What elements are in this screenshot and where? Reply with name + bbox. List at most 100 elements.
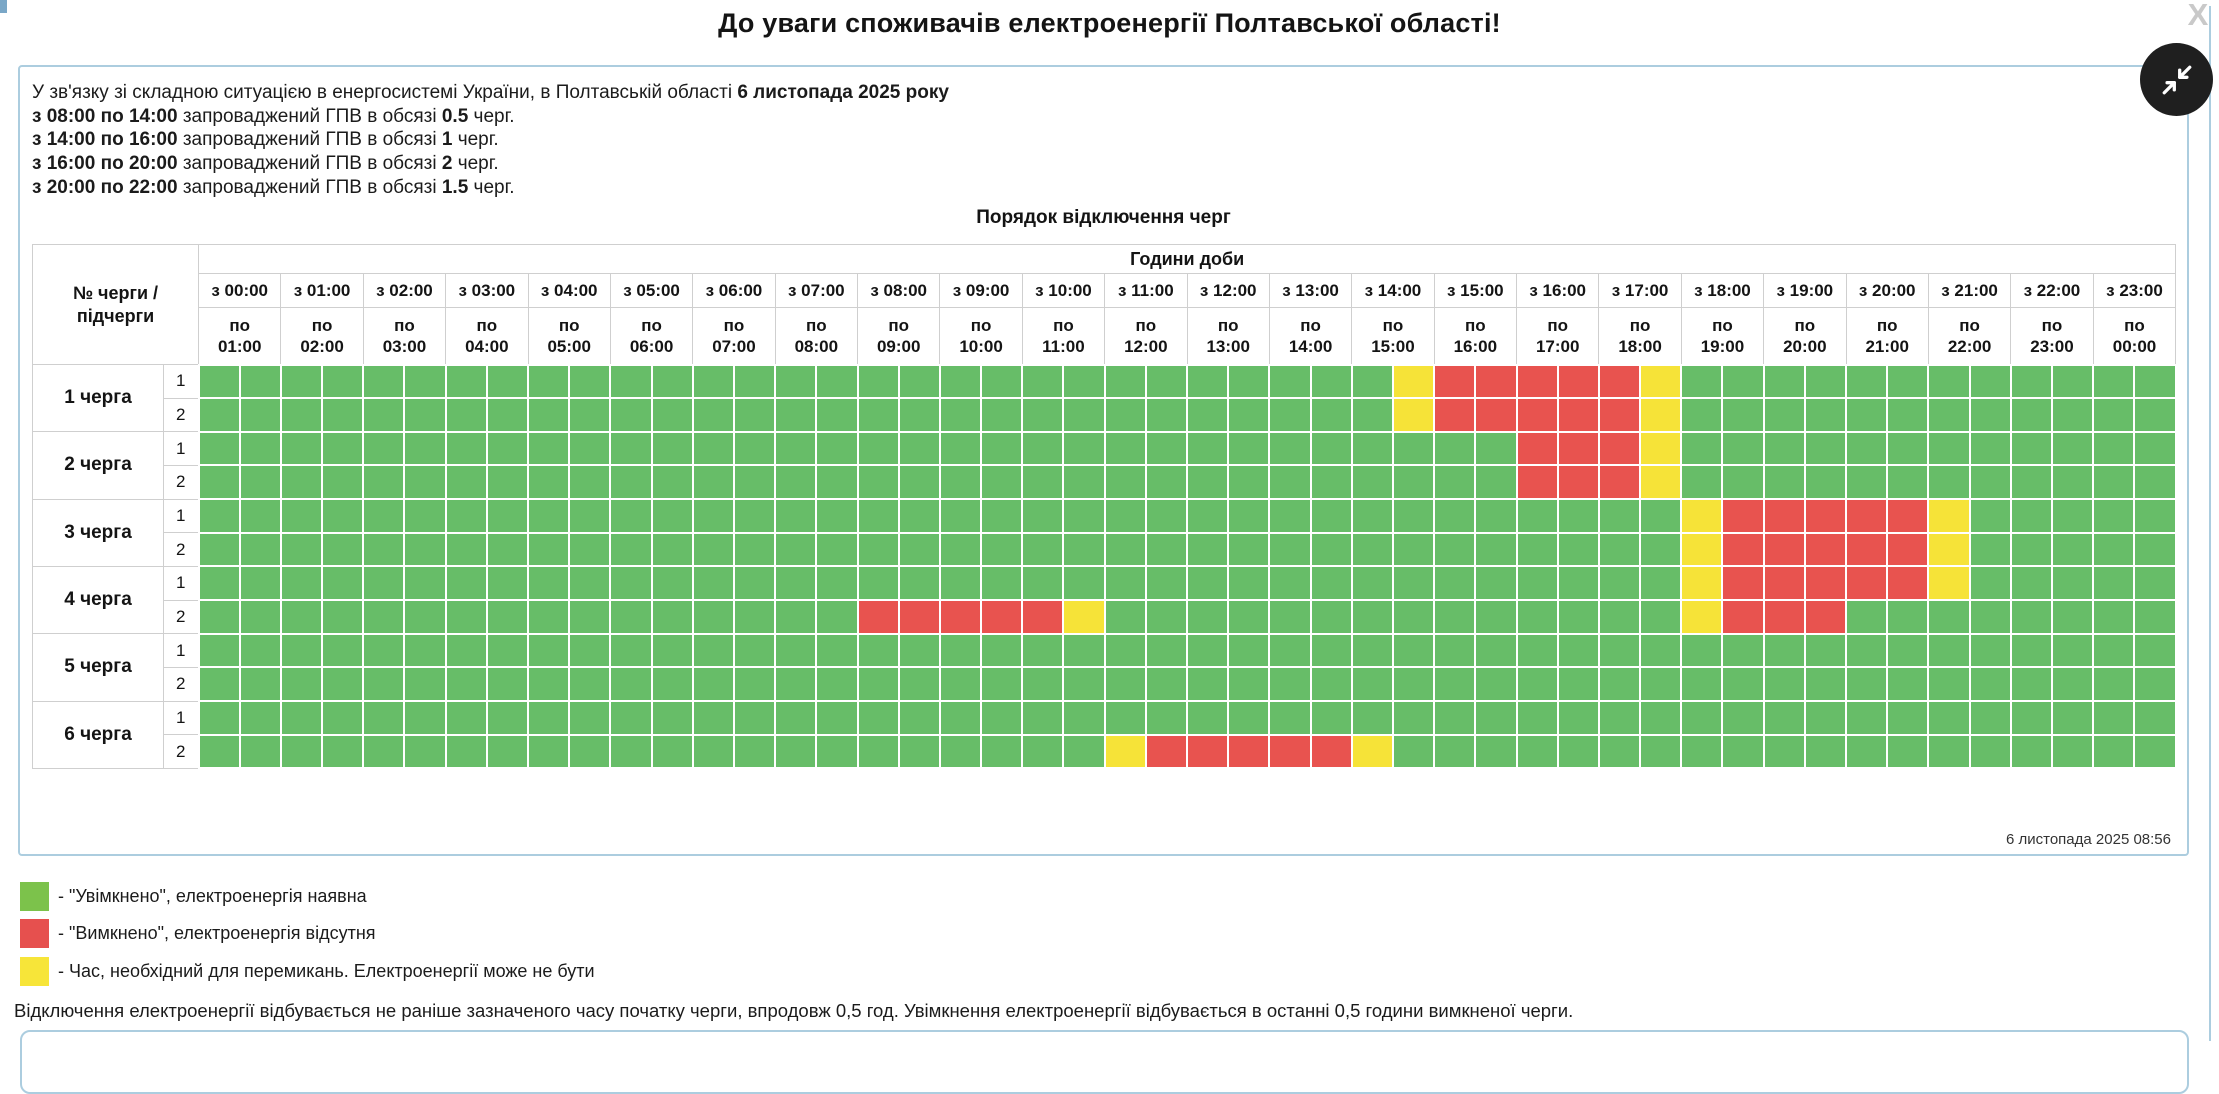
- hour-to-word: по: [311, 315, 333, 335]
- slot-on: [691, 430, 735, 467]
- hour-to-header: по 23:00: [2010, 307, 2094, 365]
- slot-on: [526, 632, 571, 669]
- slot-off: [1721, 565, 1765, 602]
- hour-to-header: по 14:00: [1268, 307, 1353, 365]
- slot-on: [732, 531, 777, 568]
- slot-on: [609, 733, 653, 770]
- slot-on: [1762, 397, 1806, 433]
- slot-on: [526, 599, 571, 635]
- slot-on: [1062, 363, 1106, 400]
- slot-switch: [1350, 733, 1394, 770]
- slot-off: [1515, 464, 1559, 501]
- slot-on: [1433, 666, 1477, 703]
- slot-on: [403, 498, 447, 534]
- slot-on: [1927, 700, 1971, 736]
- slot-on: [1309, 430, 1353, 467]
- slot-on: [362, 565, 406, 602]
- slot-on: [1021, 464, 1065, 501]
- slot-on: [321, 498, 365, 534]
- slot-on: [1844, 397, 1889, 433]
- slot-on: [1144, 397, 1189, 433]
- notice-suffix: черг.: [452, 153, 499, 175]
- hour-to-time: 12:00: [1124, 336, 1168, 356]
- slot-on: [1680, 464, 1724, 501]
- slot-on: [1968, 531, 2012, 568]
- slot-on: [1268, 363, 1312, 400]
- slot-on: [1144, 666, 1189, 703]
- slot-on: [938, 430, 983, 467]
- slot-on: [732, 565, 777, 602]
- slot-on: [1927, 397, 1971, 433]
- schedule-row: 2: [33, 666, 2177, 703]
- collapse-button[interactable]: [2140, 43, 2213, 116]
- slot-on: [2133, 363, 2177, 400]
- slot-on: [1474, 666, 1518, 703]
- slot-on: [1103, 599, 1147, 635]
- slot-on: [526, 397, 571, 433]
- hour-to-time: 01:00: [217, 336, 262, 356]
- slot-switch: [1927, 565, 1971, 602]
- hour-to-header: по 02:00: [280, 307, 364, 365]
- slot-on: [403, 565, 447, 602]
- subqueue-number: 1: [163, 700, 199, 736]
- slot-on: [1391, 565, 1436, 602]
- queue-label: 2 черга: [32, 431, 164, 500]
- slot-on: [362, 632, 406, 669]
- next-panel-edge: [20, 1030, 2189, 1094]
- slot-on: [1268, 632, 1312, 669]
- slot-on: [980, 666, 1024, 703]
- hour-to-word: по: [1629, 315, 1651, 335]
- slot-on: [1309, 700, 1353, 736]
- slot-on: [526, 363, 571, 400]
- hour-to-header: по 16:00: [1433, 307, 1518, 365]
- slot-on: [2133, 430, 2177, 467]
- slot-on: [774, 666, 818, 703]
- slot-on: [1103, 430, 1147, 467]
- hours-of-day-header: Години доби: [197, 244, 2177, 274]
- hour-to-word: по: [1712, 315, 1733, 335]
- slot-on: [238, 700, 282, 736]
- slot-on: [1103, 464, 1147, 501]
- slot-on: [774, 498, 818, 534]
- table-title: Порядок відключення черг: [976, 207, 1231, 228]
- slot-on: [897, 632, 941, 669]
- slot-on: [774, 531, 818, 568]
- slot-on: [1103, 632, 1147, 669]
- slot-on: [403, 430, 447, 467]
- queue-label: 3 черга: [32, 498, 164, 567]
- slot-on: [1350, 464, 1394, 501]
- slot-on: [485, 599, 530, 635]
- schedule-row: 2: [33, 531, 2177, 568]
- slot-on: [1762, 464, 1806, 501]
- slot-off: [938, 599, 983, 635]
- slot-on: [1391, 666, 1436, 703]
- slot-off: [1844, 498, 1889, 534]
- slot-on: [1844, 632, 1889, 669]
- slot-on: [1227, 464, 1271, 501]
- close-icon[interactable]: X: [2187, 0, 2209, 32]
- slot-on: [1309, 632, 1353, 669]
- slot-on: [1597, 599, 1642, 635]
- hour-to-word: по: [2124, 315, 2145, 335]
- slot-on: [1227, 531, 1271, 568]
- slot-on: [897, 565, 941, 602]
- slot-on: [1886, 464, 1930, 501]
- slot-on: [1762, 363, 1806, 400]
- slot-on: [1515, 498, 1559, 534]
- slot-on: [238, 464, 282, 501]
- slot-on: [1968, 498, 2012, 534]
- slot-on: [197, 498, 241, 534]
- slot-on: [1391, 498, 1436, 534]
- slot-on: [815, 733, 859, 770]
- slot-on: [938, 363, 983, 400]
- hour-to-header: по 01:00: [197, 307, 282, 365]
- subqueue-number: 1: [163, 364, 199, 399]
- slot-on: [2133, 498, 2177, 534]
- slot-on: [774, 363, 818, 400]
- notice: У зв'язку зі складною ситуацією в енерго…: [32, 81, 949, 200]
- slot-on: [1350, 430, 1394, 467]
- slot-on: [321, 565, 365, 602]
- slot-on: [568, 733, 612, 770]
- slot-on: [321, 666, 365, 703]
- slot-on: [1227, 700, 1271, 736]
